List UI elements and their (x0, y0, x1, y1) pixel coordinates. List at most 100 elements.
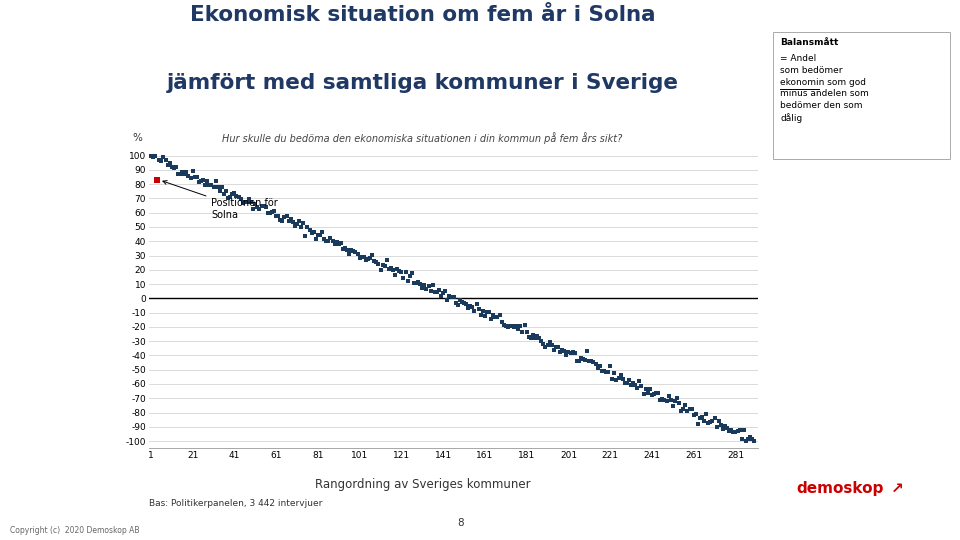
Point (231, 193, 247, 202)
Point (488, 313, 503, 322)
Point (202, 181, 217, 190)
Point (383, 264, 398, 273)
Point (607, 369, 622, 377)
Text: Copyright (c)  2020 Demoskop AB: Copyright (c) 2020 Demoskop AB (10, 525, 139, 535)
Point (571, 356, 587, 365)
Point (603, 362, 618, 370)
Point (665, 402, 681, 410)
Point (536, 340, 551, 348)
Point (397, 268, 413, 276)
Point (216, 190, 231, 198)
Point (678, 401, 693, 409)
Point (214, 183, 229, 191)
Point (557, 347, 572, 355)
Point (502, 321, 517, 330)
Point (400, 277, 416, 286)
Point (490, 313, 505, 321)
Point (157, 156, 173, 165)
Point (655, 394, 670, 403)
Point (156, 153, 171, 161)
Point (444, 293, 459, 301)
Point (582, 357, 597, 366)
Point (544, 340, 560, 349)
Point (296, 219, 311, 227)
Point (329, 238, 345, 246)
Point (173, 170, 188, 179)
Point (179, 167, 194, 176)
Point (559, 351, 574, 360)
Text: Hur skulle du bedöma den ekonomiska situationen i din kommun på fem års sikt?: Hur skulle du bedöma den ekonomiska situ… (223, 132, 622, 144)
Point (465, 302, 480, 311)
Point (324, 237, 340, 245)
Point (538, 342, 553, 351)
Point (600, 367, 615, 376)
Point (707, 414, 722, 422)
Point (419, 285, 434, 293)
Text: demoskop: demoskop (796, 481, 884, 496)
Point (340, 245, 355, 254)
Point (534, 336, 549, 345)
Point (260, 209, 276, 218)
Point (193, 177, 208, 185)
Point (431, 285, 446, 294)
Point (317, 235, 332, 244)
Point (619, 379, 635, 387)
Point (640, 388, 656, 397)
Point (634, 382, 649, 390)
Point (542, 338, 558, 346)
Point (496, 320, 512, 329)
Point (473, 310, 489, 319)
Point (523, 334, 539, 343)
Point (177, 170, 192, 179)
Point (567, 349, 583, 357)
Point (717, 422, 732, 430)
Point (187, 173, 203, 181)
Point (423, 286, 439, 295)
Point (408, 278, 423, 287)
Point (615, 374, 631, 383)
Point (703, 417, 718, 426)
Point (369, 257, 384, 266)
Point (479, 308, 494, 317)
Point (331, 240, 347, 248)
Point (742, 433, 757, 442)
Point (446, 292, 462, 301)
Point (492, 311, 507, 320)
Point (632, 376, 647, 385)
Point (594, 367, 610, 375)
Point (208, 177, 224, 185)
Point (653, 396, 668, 404)
Point (285, 218, 300, 226)
Point (532, 334, 547, 342)
Point (218, 186, 233, 195)
Point (258, 203, 274, 212)
Point (160, 160, 176, 169)
Point (204, 181, 219, 190)
Point (660, 391, 676, 400)
Point (516, 320, 532, 329)
Point (304, 228, 320, 237)
Point (394, 268, 409, 276)
Point (578, 355, 593, 364)
Point (552, 347, 567, 356)
Point (162, 159, 178, 167)
Point (182, 174, 198, 183)
Point (738, 437, 754, 445)
Point (611, 374, 626, 382)
Point (264, 208, 279, 217)
Point (298, 232, 313, 240)
Point (676, 404, 691, 413)
Point (500, 322, 516, 331)
Point (321, 237, 336, 245)
Point (561, 348, 576, 356)
Point (438, 287, 453, 295)
Text: Rangordning av Sveriges kommuner: Rangordning av Sveriges kommuner (315, 478, 530, 491)
Point (281, 217, 297, 225)
Point (711, 417, 727, 426)
Point (450, 300, 466, 309)
Point (690, 420, 706, 428)
Point (396, 273, 411, 282)
Point (590, 363, 606, 372)
Point (166, 164, 181, 172)
Text: ↗: ↗ (891, 481, 904, 496)
